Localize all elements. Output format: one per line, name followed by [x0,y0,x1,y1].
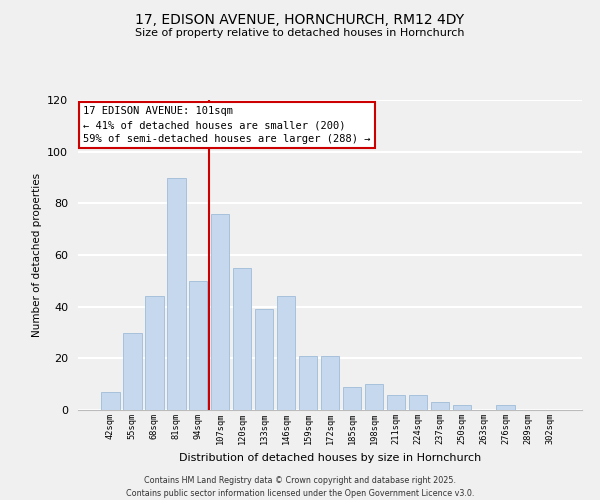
Bar [211,214,229,410]
Bar [299,356,317,410]
Bar [386,394,405,410]
Bar [365,384,383,410]
Bar [320,356,340,410]
Text: 17 EDISON AVENUE: 101sqm
← 41% of detached houses are smaller (200)
59% of semi-: 17 EDISON AVENUE: 101sqm ← 41% of detach… [83,106,371,144]
Bar [277,296,295,410]
Bar [255,309,274,410]
Bar [431,402,449,410]
Text: 17, EDISON AVENUE, HORNCHURCH, RM12 4DY: 17, EDISON AVENUE, HORNCHURCH, RM12 4DY [136,12,464,26]
Bar [496,405,515,410]
Bar [452,405,471,410]
Bar [233,268,251,410]
Bar [167,178,185,410]
X-axis label: Distribution of detached houses by size in Hornchurch: Distribution of detached houses by size … [179,452,481,462]
Bar [189,281,208,410]
Bar [409,394,427,410]
Bar [145,296,164,410]
Bar [123,332,142,410]
Bar [343,387,361,410]
Text: Size of property relative to detached houses in Hornchurch: Size of property relative to detached ho… [135,28,465,38]
Text: Contains HM Land Registry data © Crown copyright and database right 2025.
Contai: Contains HM Land Registry data © Crown c… [126,476,474,498]
Y-axis label: Number of detached properties: Number of detached properties [32,173,41,337]
Bar [101,392,119,410]
